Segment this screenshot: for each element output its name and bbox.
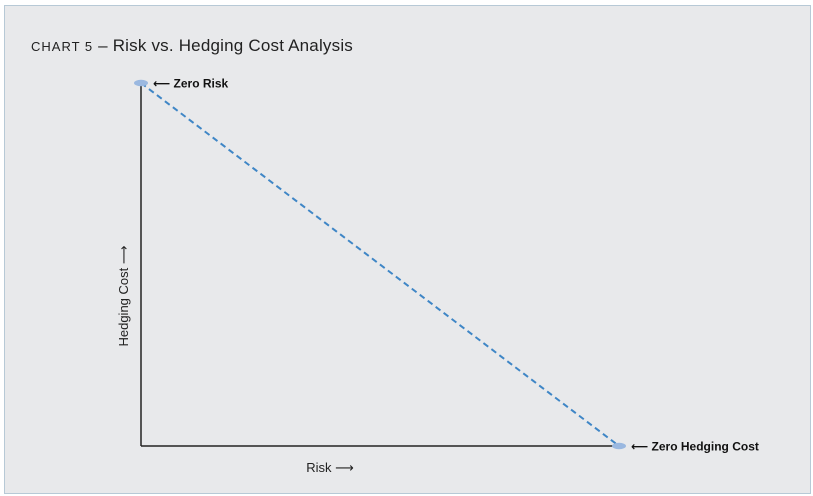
x-axis-label: Risk ⟶ bbox=[306, 460, 354, 475]
data-point-marker bbox=[612, 442, 626, 450]
title-separator: – bbox=[98, 36, 108, 55]
y-axis-label: Hedging Cost ⟶ bbox=[116, 245, 131, 346]
chart-number: CHART 5 bbox=[31, 39, 94, 54]
data-point-label: ⟵ Zero Hedging Cost bbox=[631, 440, 759, 454]
data-points: ⟵ Zero Risk ⟵ Zero Hedging Cost bbox=[134, 77, 759, 454]
data-point-marker bbox=[134, 79, 148, 87]
axes bbox=[140, 85, 619, 447]
series-line bbox=[140, 82, 620, 447]
chart-title: CHART 5 – Risk vs. Hedging Cost Analysis bbox=[31, 36, 353, 56]
chart-title-text: Risk vs. Hedging Cost Analysis bbox=[112, 36, 354, 55]
data-point-label: ⟵ Zero Risk bbox=[153, 77, 229, 91]
chart-frame: CHART 5 – Risk vs. Hedging Cost Analysis bbox=[4, 5, 811, 494]
